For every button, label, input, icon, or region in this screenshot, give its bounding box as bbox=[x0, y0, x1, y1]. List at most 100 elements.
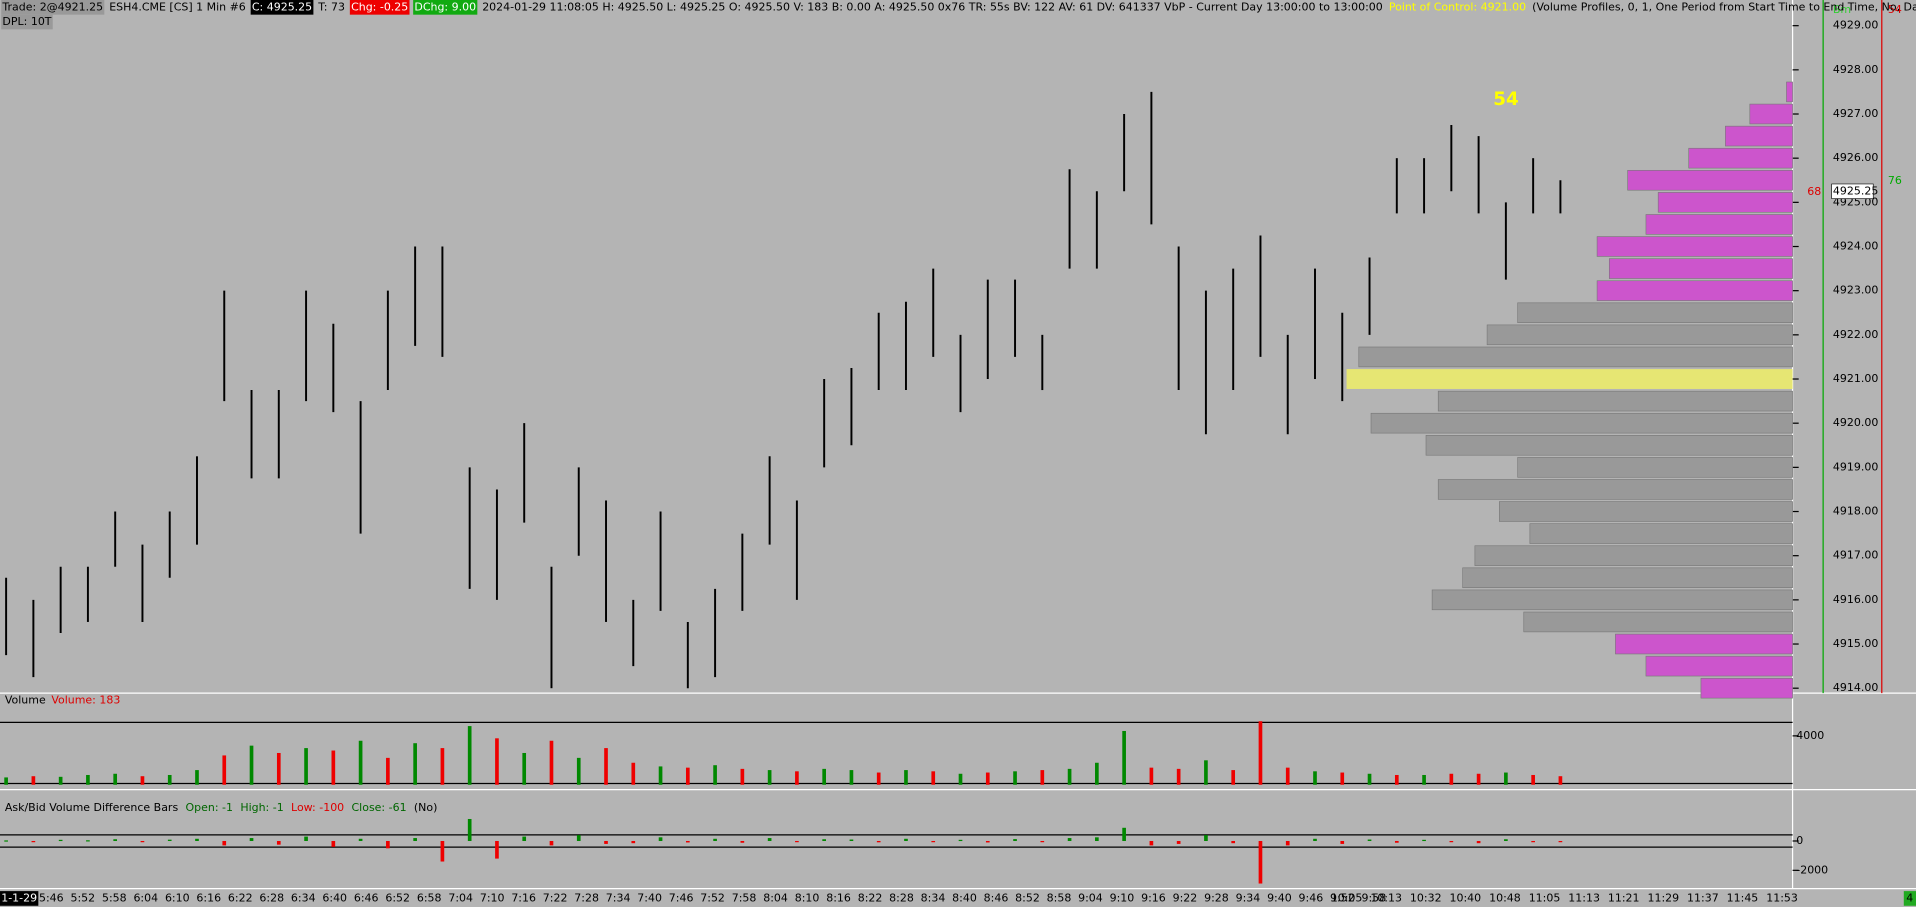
delta-bar bbox=[822, 839, 826, 841]
bid-label: 68 bbox=[1807, 185, 1821, 198]
y-tick-label: 4929.00 bbox=[1833, 19, 1878, 32]
header-study: (Volume Profiles, 0, 1, One Period from … bbox=[1532, 0, 1916, 13]
delta-bar bbox=[904, 838, 908, 841]
time-label: 10:40 bbox=[1450, 891, 1482, 904]
volume-bar bbox=[1313, 771, 1317, 785]
delta-bar bbox=[1394, 840, 1399, 843]
delta-bar bbox=[631, 840, 636, 844]
volume-bar bbox=[113, 773, 118, 785]
volume-bar bbox=[1422, 774, 1426, 785]
profile-row bbox=[1725, 125, 1793, 147]
y-tick-label: 4000 bbox=[1796, 729, 1824, 742]
volume-bar bbox=[1122, 730, 1126, 785]
time-label: 11:53 bbox=[1766, 891, 1798, 904]
delta-bar bbox=[767, 838, 772, 841]
last-price: 4925.25 bbox=[1833, 184, 1878, 197]
time-label: 8:04 bbox=[763, 891, 788, 904]
delta-bar bbox=[1149, 840, 1154, 846]
time-label: 8:52 bbox=[1015, 891, 1040, 904]
time-label: 9:10 bbox=[1110, 891, 1135, 904]
volume-bar bbox=[1067, 768, 1072, 785]
y-tick-label: 4921.00 bbox=[1833, 372, 1878, 385]
volume-bar bbox=[576, 757, 581, 785]
profile-row bbox=[1615, 633, 1793, 655]
delta-readout: High: -1 bbox=[240, 801, 283, 814]
time-label: 10:32 bbox=[1410, 891, 1442, 904]
volume-bar bbox=[467, 726, 472, 785]
delta-bar bbox=[795, 840, 799, 843]
delta-bar bbox=[140, 840, 145, 843]
delta-bar bbox=[467, 818, 472, 841]
volume-bar bbox=[1176, 768, 1181, 785]
y-tick-label: -2000 bbox=[1796, 863, 1828, 876]
time-label: 11:21 bbox=[1608, 891, 1640, 904]
delta-bar bbox=[1013, 839, 1017, 841]
time-label: 11:13 bbox=[1568, 891, 1600, 904]
volume-bar bbox=[386, 757, 390, 785]
time-label: 7:34 bbox=[606, 891, 631, 904]
delta-bar bbox=[1558, 840, 1563, 843]
time-label: 5:58 bbox=[102, 891, 127, 904]
volume-bar bbox=[413, 743, 417, 785]
volume-bar bbox=[222, 755, 227, 785]
delta-bar bbox=[304, 836, 308, 841]
profile-row bbox=[1486, 324, 1793, 346]
volume-bar bbox=[1558, 776, 1563, 785]
volume-bar bbox=[931, 771, 936, 785]
time-label: 8:22 bbox=[858, 891, 883, 904]
y-tick-label: 4927.00 bbox=[1833, 107, 1878, 120]
date-label: 1-1-29 bbox=[1, 891, 37, 904]
time-label: 7:58 bbox=[732, 891, 757, 904]
volume-bar bbox=[1258, 721, 1263, 785]
delta-readout: Close: -61 bbox=[352, 801, 407, 814]
time-label: 6:04 bbox=[133, 891, 158, 904]
time-label: 8:40 bbox=[952, 891, 977, 904]
profile-row bbox=[1370, 412, 1793, 434]
time-label: 7:52 bbox=[700, 891, 725, 904]
volume-bar bbox=[740, 768, 745, 785]
volume-bar bbox=[631, 762, 636, 785]
delta-bar bbox=[931, 840, 936, 843]
delta-bar bbox=[1285, 840, 1290, 846]
time-label: 6:22 bbox=[228, 891, 253, 904]
time-label: 11:05 bbox=[1529, 891, 1561, 904]
y-tick-label: 4915.00 bbox=[1833, 637, 1878, 650]
volume-bar bbox=[86, 774, 90, 785]
time-label: 9:46 bbox=[1299, 891, 1324, 904]
time-label: 7:28 bbox=[574, 891, 599, 904]
volume-bar bbox=[904, 770, 908, 785]
date-label-bg bbox=[0, 891, 39, 906]
profile-row bbox=[1517, 302, 1793, 324]
time-label: 5:46 bbox=[39, 891, 64, 904]
time-label: 11:45 bbox=[1727, 891, 1759, 904]
volume-bar bbox=[440, 748, 445, 785]
delta-bar bbox=[222, 840, 227, 846]
profile-row bbox=[1688, 147, 1793, 169]
delta-bar bbox=[522, 836, 527, 841]
time-label: 7:16 bbox=[511, 891, 536, 904]
header-change-bg bbox=[349, 0, 410, 15]
delta-bar bbox=[413, 838, 417, 841]
volume-bar bbox=[985, 772, 990, 785]
volume-bar bbox=[713, 765, 717, 785]
profile-row bbox=[1517, 457, 1793, 478]
time-label: 8:46 bbox=[984, 891, 1009, 904]
volume-bar bbox=[1040, 770, 1045, 785]
annotation: 54 bbox=[1493, 89, 1519, 110]
volume-bar bbox=[1531, 774, 1535, 785]
delta-bar bbox=[386, 840, 390, 849]
profile-row bbox=[1437, 390, 1793, 412]
volume-bar bbox=[549, 740, 554, 785]
y-tick-label: 4922.00 bbox=[1833, 328, 1878, 341]
y-tick-label: 4919.00 bbox=[1833, 460, 1878, 473]
header-trade: Trade: 2@4921.25 bbox=[1, 0, 103, 13]
volume-bar bbox=[31, 776, 36, 785]
delta-bar bbox=[1258, 840, 1263, 884]
volume-bar bbox=[1285, 767, 1290, 785]
y-tick-label: 4928.00 bbox=[1833, 63, 1878, 76]
volume-bar bbox=[1340, 772, 1345, 785]
profile-row bbox=[1608, 258, 1793, 279]
profile-row bbox=[1431, 589, 1793, 611]
